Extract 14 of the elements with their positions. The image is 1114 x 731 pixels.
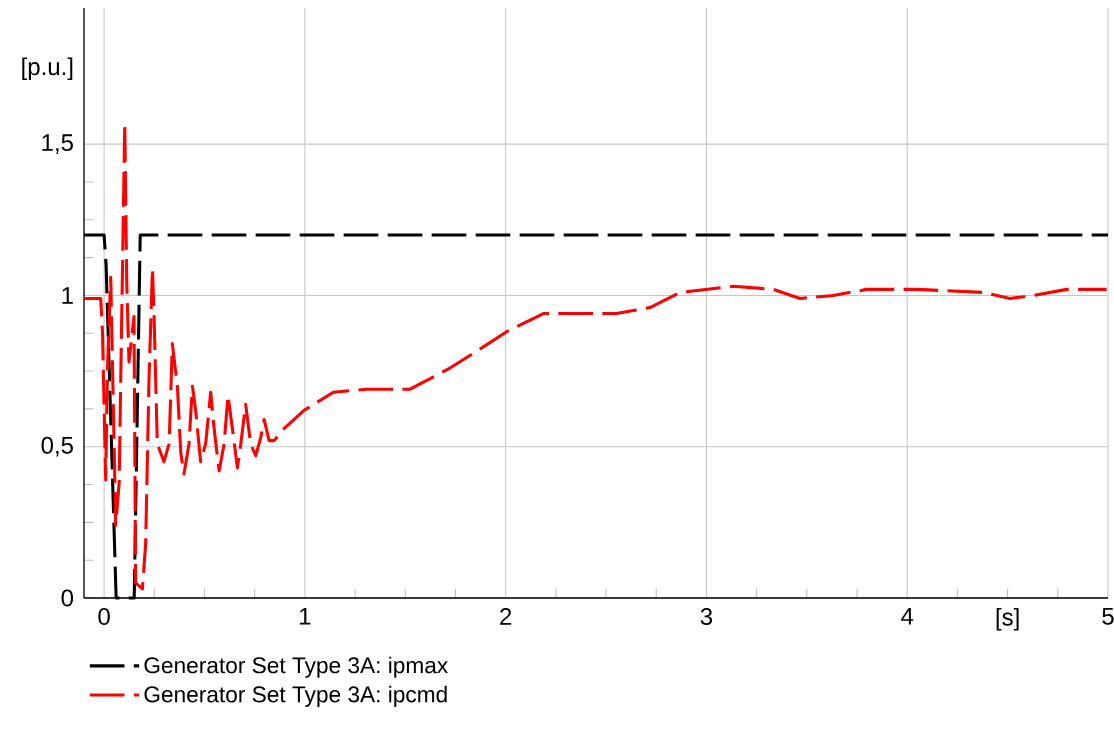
x-tick-label: 3 bbox=[700, 608, 713, 626]
x-tick-label: 4 bbox=[901, 608, 914, 625]
x-axis-title: [s] bbox=[996, 608, 1019, 631]
x-tick-label: 1 bbox=[300, 608, 311, 625]
x-tick-label: 0 bbox=[98, 608, 110, 626]
y-tick-label: 1,5 bbox=[42, 134, 73, 154]
legend-label: Generator Set Type 3A: ipmax bbox=[144, 656, 448, 678]
x-tick-label: 5 bbox=[1102, 608, 1114, 625]
y-axis-title: [p.u.] bbox=[22, 57, 73, 80]
y-tick-label: 0 bbox=[61, 589, 74, 607]
y-tick-label: 1 bbox=[62, 287, 73, 304]
legend-label: Generator Set Type 3A: ipcmd bbox=[144, 685, 447, 707]
y-tick-label: 0,5 bbox=[41, 436, 73, 457]
x-tick-label: 2 bbox=[500, 608, 512, 625]
